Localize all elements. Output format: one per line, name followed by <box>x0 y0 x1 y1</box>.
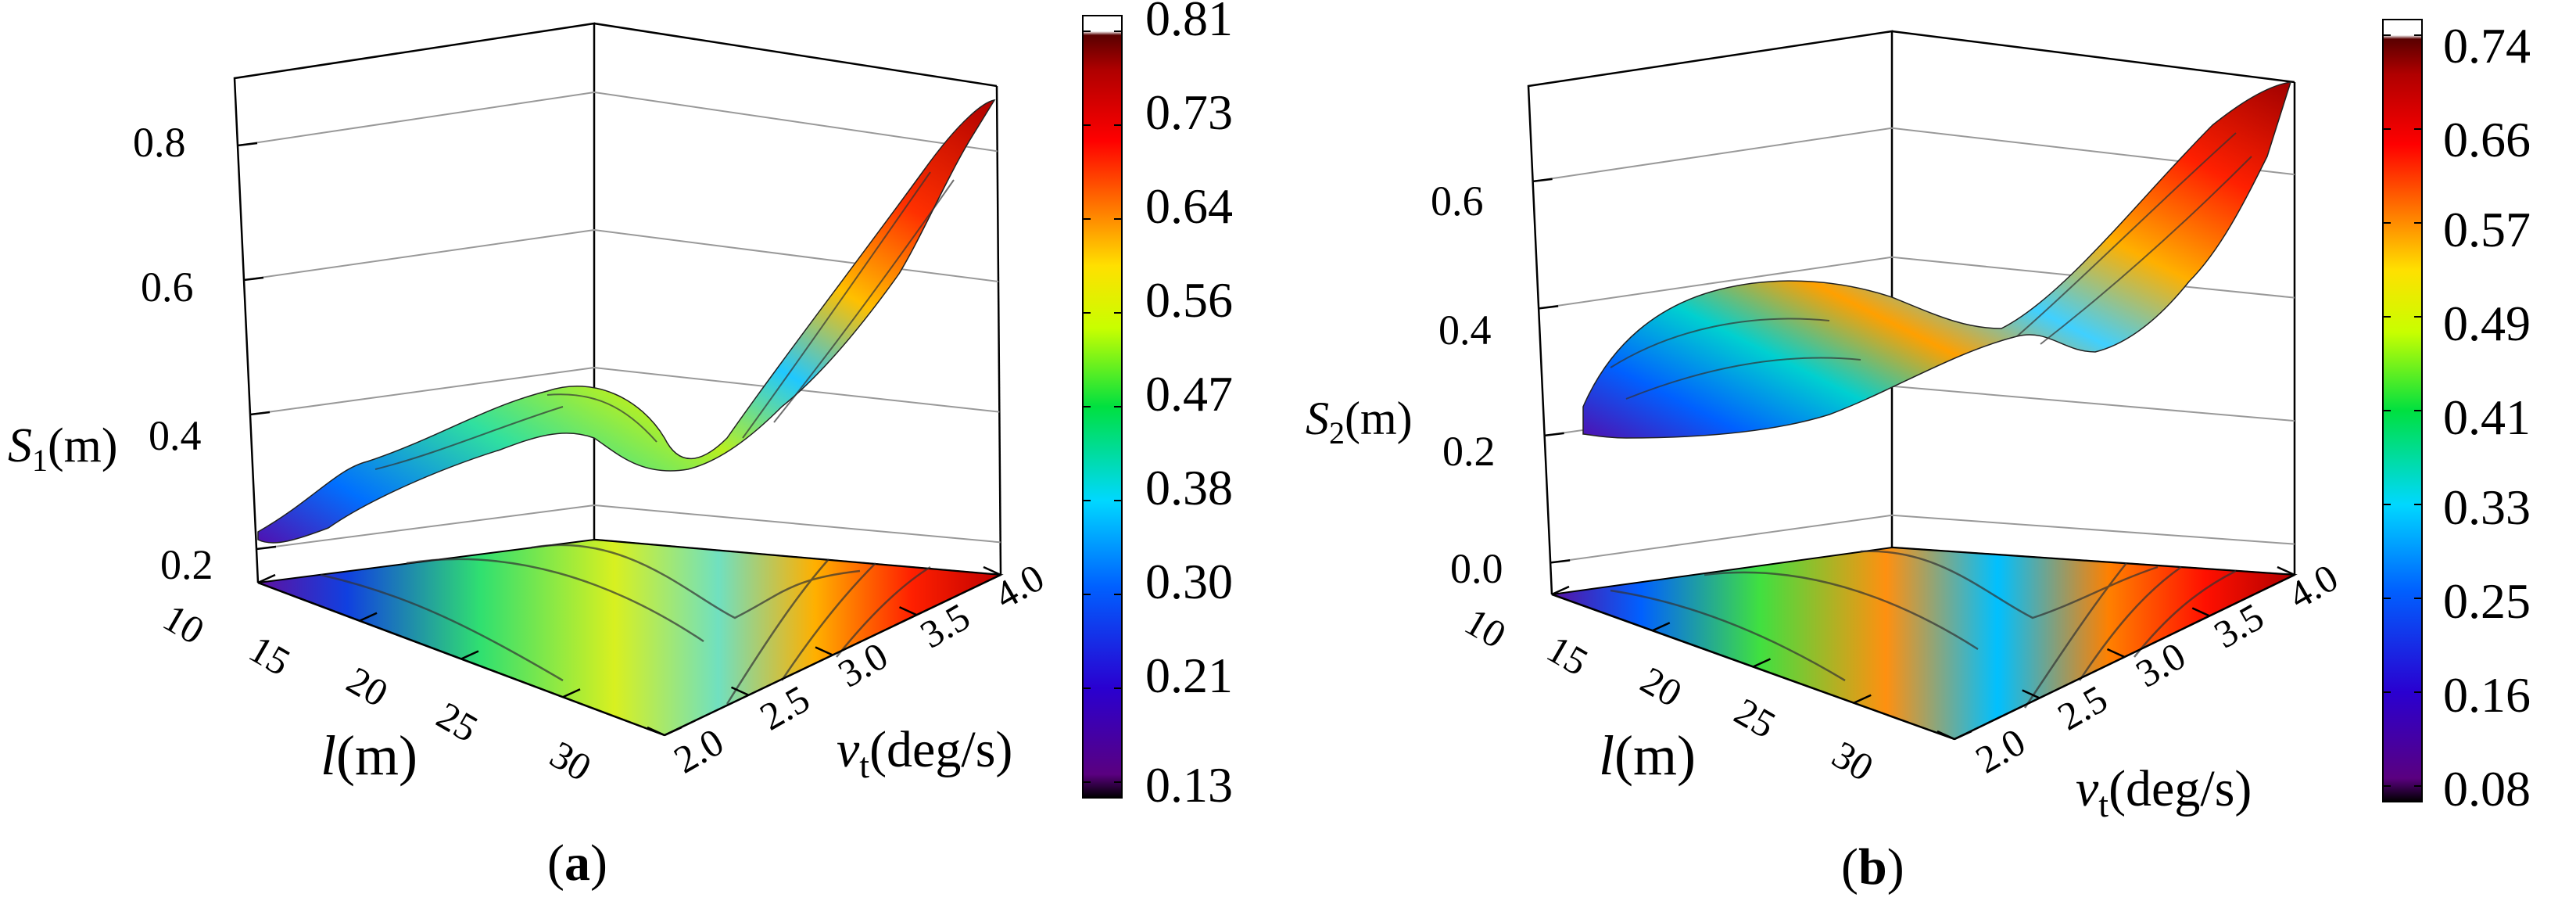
y-tick-mark <box>2191 607 2210 617</box>
z-tick-labels: 0.2 0.4 0.6 0.8 <box>133 119 213 588</box>
x-tick-label: 30 <box>1825 732 1881 789</box>
colorbar-label: 0.66 <box>2443 112 2531 167</box>
z-gridline <box>1532 127 2295 182</box>
z-tick-mark <box>1538 305 1559 310</box>
y-tick-mark <box>2022 689 2040 699</box>
x-tick-label: 20 <box>340 658 396 715</box>
z-tick-labels: 0.0 0.2 0.4 0.6 <box>1431 178 1503 592</box>
z-tick-label: 0.8 <box>133 119 186 166</box>
colorbar-label: 0.49 <box>2443 296 2531 351</box>
x-tick-mark <box>257 573 276 584</box>
y-tick-mark <box>730 686 750 696</box>
z-tick-label: 0.2 <box>1442 428 1496 475</box>
colorbar-label: 0.74 <box>2443 18 2531 74</box>
surface-contour-lines <box>1610 132 2252 400</box>
z-tick-mark <box>249 411 270 416</box>
y-axis-title: vt(deg/s) <box>2076 760 2252 824</box>
surface <box>1582 81 2292 439</box>
colorbar-label: 0.16 <box>2443 667 2531 723</box>
colorbar-label: 0.33 <box>2443 479 2531 535</box>
z-tick-label: 0.4 <box>1438 307 1492 354</box>
x-tick-label: 25 <box>430 693 485 750</box>
colorbar-label: 0.38 <box>1145 460 1233 515</box>
panel-b: 0.0 0.2 0.4 0.6 10 15 20 25 30 2.0 2.5 3… <box>1306 18 2531 896</box>
colorbar-label: 0.73 <box>1145 84 1233 140</box>
z-gridlines <box>237 91 1001 550</box>
x-tick-label: 15 <box>1540 626 1596 684</box>
colorbar-ticks <box>1083 31 1122 783</box>
y-tick-mark <box>898 606 918 616</box>
x-tick-mark <box>359 612 378 622</box>
colorbar-label: 0.13 <box>1145 757 1233 813</box>
x-tick-label: 20 <box>1634 658 1689 715</box>
colorbar-label: 0.21 <box>1145 648 1233 703</box>
z-tick-mark <box>237 142 258 147</box>
colorbar-label: 0.41 <box>2443 389 2531 445</box>
z-tick-mark <box>1532 178 1553 183</box>
y-tick-mark <box>2277 565 2295 576</box>
z-tick-mark <box>1550 559 1571 564</box>
colorbar-label: 0.47 <box>1145 366 1233 422</box>
x-tick-mark <box>1954 730 1972 741</box>
colorbar-tick-labels: 0.81 0.73 0.64 0.56 0.47 0.38 0.30 0.21 … <box>1145 0 1233 813</box>
x-tick-mark <box>664 726 683 737</box>
y-tick-label: 4.0 <box>2281 555 2345 618</box>
panel-label: (b) <box>1841 838 1904 896</box>
colorbar-label: 0.08 <box>2443 761 2531 817</box>
x-tick-label: 10 <box>156 595 212 652</box>
surface <box>257 99 996 544</box>
z-tick-mark <box>256 545 277 551</box>
y-tick-label: 4.0 <box>987 555 1052 618</box>
z-gridline <box>1550 514 2295 564</box>
z-tick-mark <box>1544 432 1564 437</box>
z-tick-label: 0.4 <box>149 412 202 459</box>
z-gridline <box>256 504 1001 550</box>
colorbar-tick-labels: 0.74 0.66 0.57 0.49 0.41 0.33 0.25 0.16 … <box>2443 18 2531 817</box>
z-gridline <box>237 91 998 153</box>
x-tick-label: 25 <box>1728 689 1783 746</box>
surface-contour-lines <box>374 171 955 470</box>
y-tick-mark <box>1936 730 1955 741</box>
z-tick-label: 0.0 <box>1450 545 1503 592</box>
panel-label: (a) <box>547 835 607 892</box>
x-tick-mark <box>1752 658 1772 668</box>
tick-marks <box>1532 178 2295 741</box>
y-axis-title: vt(deg/s) <box>837 721 1012 785</box>
colorbar-label: 0.56 <box>1145 272 1233 328</box>
x-tick-label: 10 <box>1458 599 1514 656</box>
z-axis-title: S1(m) <box>8 419 118 478</box>
z-tick-label: 0.6 <box>1431 178 1484 224</box>
colorbar-label: 0.25 <box>2443 573 2531 629</box>
x-tick-label: 15 <box>242 626 298 684</box>
colorbar-label: 0.57 <box>2443 202 2531 257</box>
x-tick-mark <box>562 688 581 698</box>
x-axis-title: l(m) <box>321 724 417 787</box>
floor-contour-lines <box>320 544 931 705</box>
y-tick-mark <box>815 646 833 656</box>
z-tick-mark <box>243 276 264 282</box>
colorbar-label: 0.81 <box>1145 0 1233 46</box>
x-tick-mark <box>1853 694 1872 704</box>
x-axis-title: l(m) <box>1599 724 1696 787</box>
colorbar-ticks <box>2383 34 2422 787</box>
floor-contour-lines <box>1610 550 2237 709</box>
y-tick-mark <box>647 726 665 737</box>
x-tick-mark <box>1551 585 1570 596</box>
x-tick-mark <box>1652 622 1671 632</box>
colorbar-label: 0.30 <box>1145 554 1233 609</box>
x-tick-mark <box>460 650 479 660</box>
tick-marks <box>237 142 1001 737</box>
x-tick-label: 30 <box>543 732 599 789</box>
z-axis-title: S2(m) <box>1306 393 1413 451</box>
y-tick-mark <box>983 565 1001 576</box>
z-gridline <box>249 366 1000 415</box>
colorbar-label: 0.64 <box>1145 178 1233 234</box>
z-tick-label: 0.2 <box>160 541 213 588</box>
panel-a: 0.2 0.4 0.6 0.8 10 15 20 25 30 2.0 2.5 3… <box>8 0 1233 892</box>
z-tick-label: 0.6 <box>141 264 194 311</box>
y-tick-mark <box>2106 648 2126 659</box>
